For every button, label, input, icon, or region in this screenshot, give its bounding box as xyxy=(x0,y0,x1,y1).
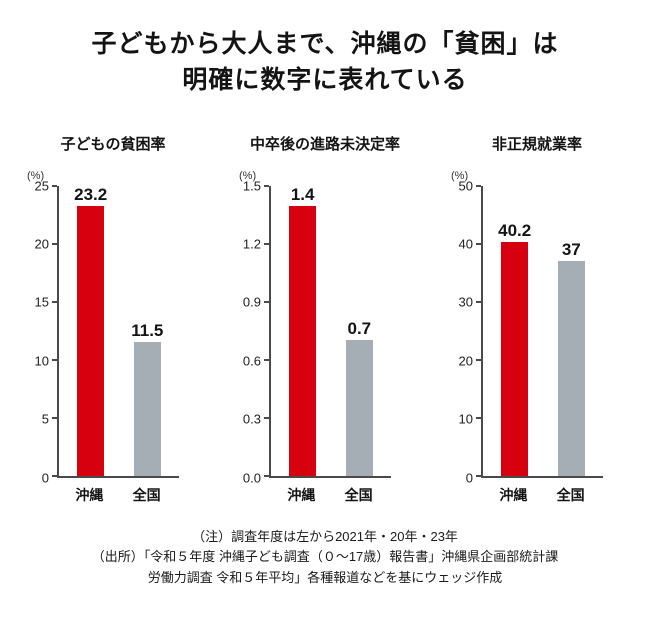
footnotes: （注）調査年度は左から2021年・20年・23年 （出所）「令和５年度 沖縄子ど… xyxy=(0,527,650,589)
chart-3: 非正規就業率 (%) 0 10 20 30 40 50 40.2 37 沖縄 全国 xyxy=(447,133,627,505)
page-title: 子どもから大人まで、沖縄の「貧困」は 明確に数字に表れている xyxy=(0,26,650,99)
chart-1-title: 子どもの貧困率 xyxy=(60,135,166,153)
plot-area: 0 10 20 30 40 50 40.2 37 xyxy=(447,179,627,484)
y-axis-labels: 0 10 20 30 40 50 xyxy=(447,179,481,484)
bar-group-okinawa: 40.2 xyxy=(490,186,540,476)
footnote-line-3: 労働力調査 令和５年平均」各種報道などを基にウェッジ作成 xyxy=(147,570,503,586)
y-tick-mark xyxy=(52,300,57,303)
plot-3: 40.2 37 xyxy=(476,184,603,478)
bar-group-okinawa: 1.4 xyxy=(278,186,328,476)
category-label: 沖縄 xyxy=(287,486,316,503)
category-label: 全国 xyxy=(132,486,161,503)
y-tick-mark xyxy=(52,184,57,187)
bar-value-label: 0.7 xyxy=(347,319,372,339)
y-axis-labels: 0.0 0.3 0.6 0.9 1.2 1.5 xyxy=(235,179,269,484)
y-tick-label: 10 xyxy=(34,353,49,369)
chart-3-title: 非正規就業率 xyxy=(491,135,582,153)
y-tick-mark xyxy=(52,242,57,245)
y-tick-label: 5 xyxy=(41,411,49,427)
bar-value-label: 11.5 xyxy=(131,321,164,341)
y-tick-label: 30 xyxy=(458,294,473,310)
y-tick-mark xyxy=(52,416,57,419)
y-tick-label: 15 xyxy=(34,294,49,310)
y-axis-unit-label: (%) xyxy=(239,169,257,182)
x-axis-labels: 沖縄 全国 xyxy=(481,485,603,505)
bar-value-label: 23.2 xyxy=(74,185,108,205)
bar-national xyxy=(345,340,373,476)
y-tick-mark xyxy=(476,300,481,303)
y-tick-label: 1.2 xyxy=(242,236,261,252)
y-tick-mark xyxy=(52,358,57,361)
plot-1: 23.2 11.5 xyxy=(52,184,179,478)
chart-2: 中卒後の進路未決定率 (%) 0.0 0.3 0.6 0.9 1.2 1.5 1.4 0.7 沖縄 全… xyxy=(235,133,415,505)
category-label: 沖縄 xyxy=(75,486,104,503)
page-title-line1: 子どもから大人まで、沖縄の「貧困」は xyxy=(91,30,559,58)
bar-national xyxy=(133,342,161,476)
plot-area: 0 5 10 15 20 25 23.2 11.5 xyxy=(23,179,203,484)
y-tick-label: 1.5 xyxy=(242,178,261,193)
y-tick-label: 0.9 xyxy=(242,294,261,310)
footnote-line-2: （出所）「令和５年度 沖縄子ども調査（０～17歳）報告書」沖縄県企画部統計課 xyxy=(91,549,559,565)
bar-value-label: 40.2 xyxy=(498,221,532,241)
x-axis-labels: 沖縄 全国 xyxy=(269,485,391,505)
y-tick-mark xyxy=(476,358,481,361)
bar-group-national: 37 xyxy=(546,186,596,476)
bar-okinawa xyxy=(501,242,529,476)
y-tick-label: 50 xyxy=(458,178,473,193)
category-label: 全国 xyxy=(556,486,585,503)
y-tick-label: 0 xyxy=(465,470,473,485)
chart-1: 子どもの貧困率 (%) 0 5 10 15 20 25 23.2 11.5 沖縄 全国 xyxy=(23,133,203,505)
bar-value-label: 1.4 xyxy=(290,184,315,204)
plot-2: 1.4 0.7 xyxy=(264,184,391,478)
bar-group-national: 11.5 xyxy=(122,186,172,476)
y-tick-mark xyxy=(264,184,269,187)
bar-national xyxy=(557,260,585,476)
bar-value-label: 37 xyxy=(561,239,581,259)
y-tick-mark xyxy=(476,416,481,419)
y-tick-label: 25 xyxy=(34,178,49,193)
y-tick-mark xyxy=(476,242,481,245)
bar-group-okinawa: 23.2 xyxy=(66,186,116,476)
y-tick-mark xyxy=(264,474,269,477)
category-label: 全国 xyxy=(344,486,373,503)
y-tick-mark xyxy=(264,242,269,245)
category-label: 沖縄 xyxy=(499,486,528,503)
y-tick-mark xyxy=(264,300,269,303)
y-tick-label: 20 xyxy=(458,353,473,369)
y-axis-labels: 0 5 10 15 20 25 xyxy=(23,179,57,484)
charts-row: 子どもの貧困率 (%) 0 5 10 15 20 25 23.2 11.5 沖縄 全国 中卒後の進路未決… xyxy=(0,133,650,505)
y-tick-mark xyxy=(476,184,481,187)
chart-2-title: 中卒後の進路未決定率 xyxy=(249,135,400,153)
y-tick-label: 0.6 xyxy=(242,353,261,369)
y-tick-mark xyxy=(264,358,269,361)
plot-area: 0.0 0.3 0.6 0.9 1.2 1.5 1.4 0.7 xyxy=(235,179,415,484)
y-tick-label: 0.0 xyxy=(242,470,261,485)
y-tick-label: 20 xyxy=(34,236,49,252)
y-tick-mark xyxy=(476,474,481,477)
page-title-line2: 明確に数字に表れている xyxy=(182,66,468,95)
bar-group-national: 0.7 xyxy=(334,186,384,476)
y-axis-unit-label: (%) xyxy=(27,169,45,182)
y-tick-mark xyxy=(52,474,57,477)
y-tick-label: 0 xyxy=(41,470,49,485)
bar-okinawa xyxy=(77,206,105,476)
bar-okinawa xyxy=(289,205,317,476)
y-tick-label: 40 xyxy=(458,236,473,252)
y-tick-label: 10 xyxy=(458,411,473,427)
y-tick-mark xyxy=(264,416,269,419)
footnote-line-1: （注）調査年度は左から2021年・20年・23年 xyxy=(192,528,458,544)
y-axis-unit-label: (%) xyxy=(451,169,469,182)
y-tick-label: 0.3 xyxy=(242,411,261,427)
x-axis-labels: 沖縄 全国 xyxy=(57,485,179,505)
